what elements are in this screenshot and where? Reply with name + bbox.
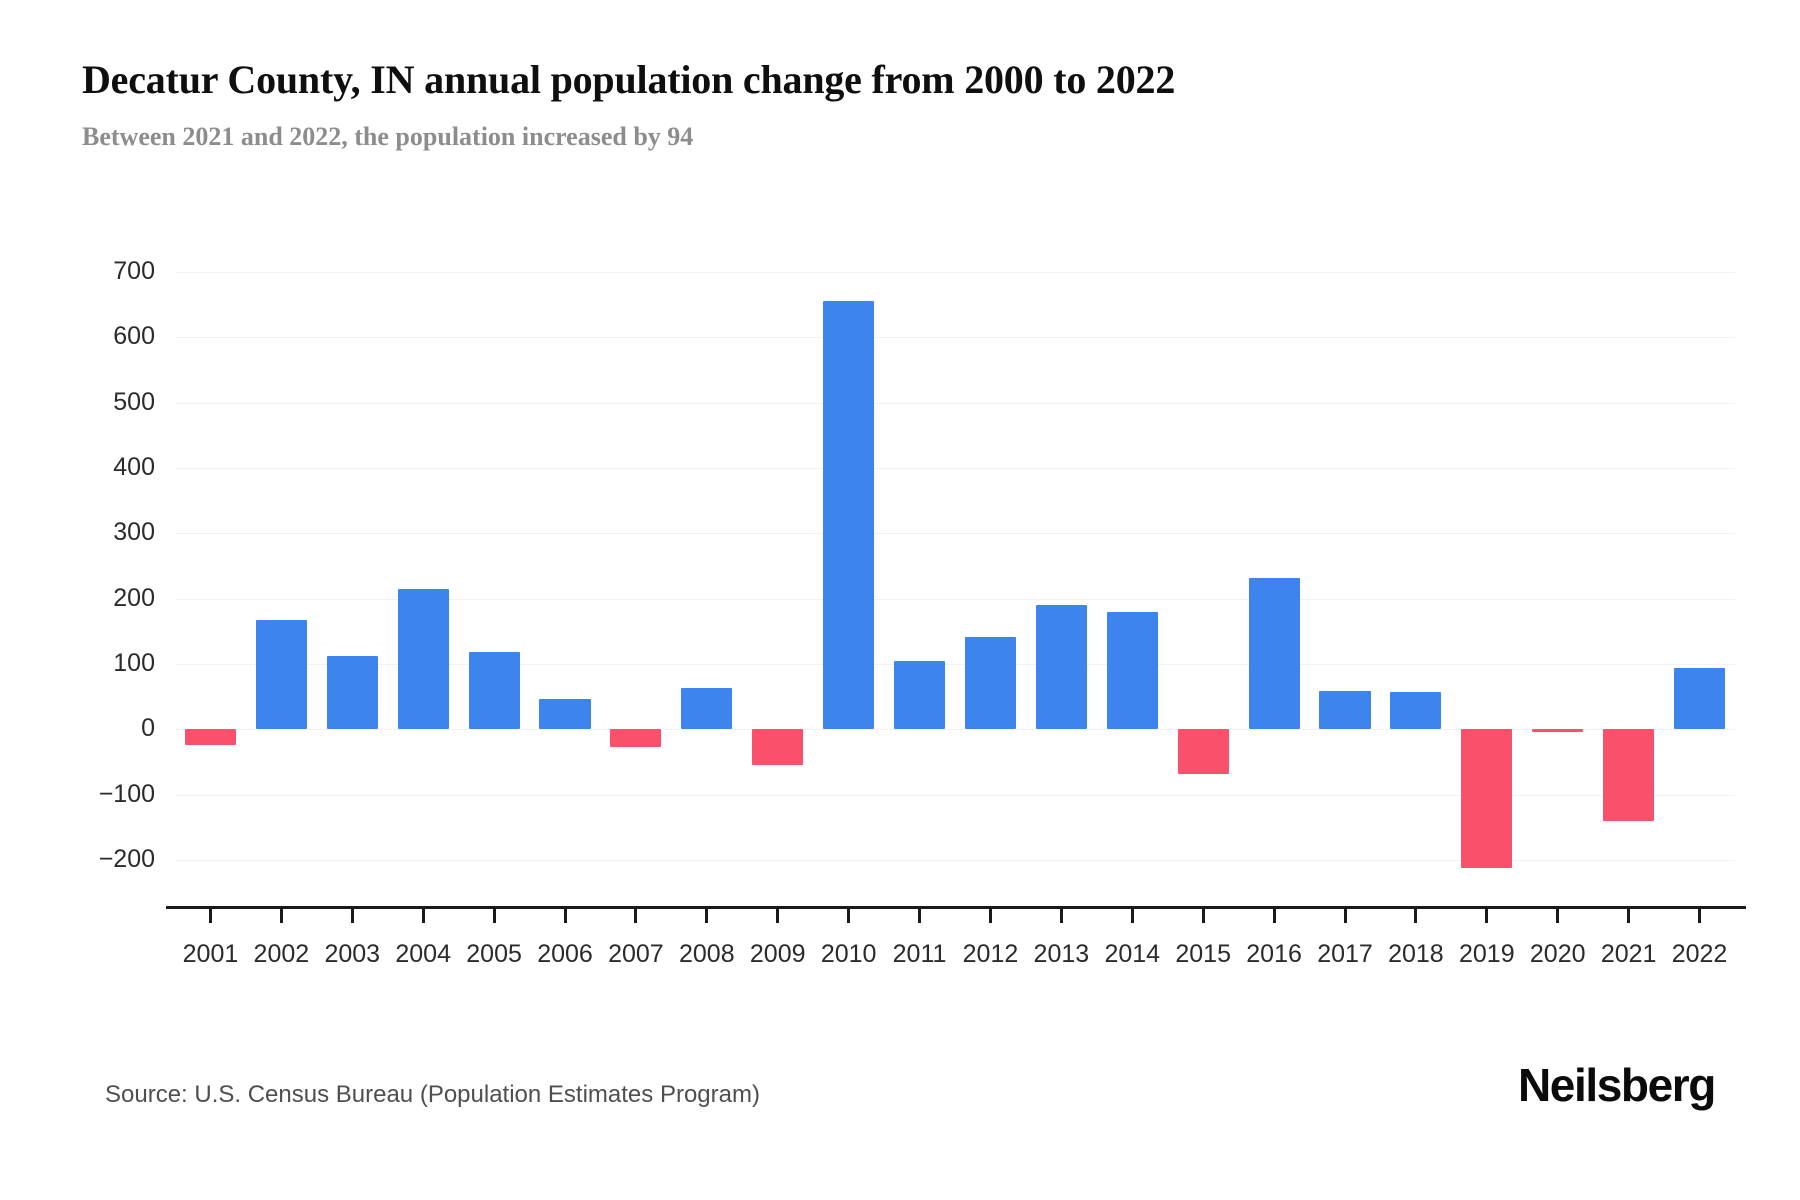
x-axis-tick-label: 2012 [962, 940, 1019, 968]
y-axis-tick-label: 600 [113, 322, 155, 351]
x-axis-tick-label: 2015 [1175, 940, 1231, 968]
x-axis-tick-mark [492, 906, 496, 923]
x-axis-tick-mark [1556, 906, 1560, 923]
x-axis-tick-mark [918, 906, 922, 923]
gridline [175, 860, 1735, 861]
source-note: Source: U.S. Census Bureau (Population E… [105, 1081, 760, 1108]
bar-2009[interactable] [752, 729, 804, 765]
bar-2011[interactable] [894, 660, 946, 730]
gridline [175, 337, 1735, 339]
bar-2017[interactable] [1319, 691, 1371, 730]
bar-2008[interactable] [681, 688, 733, 730]
x-axis-tick-mark [1201, 906, 1205, 923]
x-axis-tick-mark [847, 906, 851, 923]
x-axis-tick-label: 2014 [1104, 940, 1161, 968]
x-axis-tick-mark [1272, 906, 1276, 923]
x-axis-tick-mark [563, 906, 567, 923]
bar-2012[interactable] [964, 637, 1016, 730]
x-axis-tick-label: 2016 [1246, 940, 1302, 968]
bar-2007[interactable] [610, 729, 662, 747]
bars-layer [175, 272, 1735, 900]
x-axis-tick-label: 2005 [466, 940, 522, 968]
x-axis-tick-label: 2009 [749, 940, 806, 968]
x-axis-tick-label: 2003 [324, 940, 381, 968]
gridline [175, 272, 1735, 273]
gridline [175, 533, 1735, 535]
bar-2006[interactable] [539, 699, 591, 730]
x-axis-line [166, 906, 1746, 909]
bar-2004[interactable] [397, 588, 449, 730]
x-axis-tick-label: 2010 [820, 940, 877, 968]
x-axis-tick-label: 2004 [395, 940, 451, 968]
gridline [175, 468, 1735, 469]
gridline [175, 664, 1735, 665]
bar-2005[interactable] [468, 651, 520, 730]
y-axis-tick-label: 100 [113, 649, 155, 677]
x-axis-tick-label: 2021 [1600, 940, 1657, 968]
x-axis-tick-mark [208, 906, 212, 923]
gridline [175, 402, 1735, 404]
x-axis-tick-label: 2022 [1671, 940, 1728, 968]
x-axis-tick-mark [421, 906, 425, 923]
y-axis-tick-label: 500 [113, 387, 155, 416]
x-axis-tick-mark [1485, 906, 1489, 923]
y-axis-tick-label: 400 [113, 453, 155, 481]
x-axis-tick-label: 2019 [1459, 940, 1515, 968]
x-axis-tick-mark [776, 906, 780, 923]
x-axis-tick-mark [1343, 906, 1347, 923]
x-axis-tick-mark [1627, 906, 1631, 923]
bar-2016[interactable] [1248, 578, 1300, 730]
bar-2013[interactable] [1035, 604, 1087, 730]
bar-2021[interactable] [1603, 729, 1655, 821]
x-axis-tick-label: 2008 [679, 940, 735, 968]
gridlines-layer [175, 272, 1735, 900]
bar-2019[interactable] [1461, 729, 1513, 869]
brand-logo: Neilsberg [1517, 1059, 1716, 1111]
bar-2001[interactable] [184, 729, 236, 745]
x-axis-tick-label: 2020 [1529, 940, 1586, 968]
page-title: Decatur County, IN annual population cha… [82, 57, 1176, 102]
x-axis-tick-mark [279, 906, 283, 923]
y-axis-tick-label: 200 [113, 583, 155, 612]
x-axis-tick-mark [1414, 906, 1418, 923]
bar-2002[interactable] [255, 620, 307, 730]
bar-2014[interactable] [1106, 612, 1158, 730]
x-axis-tick-label: 2013 [1033, 940, 1090, 968]
x-axis-tick-label: 2017 [1317, 940, 1373, 968]
y-axis-tick-label: −200 [98, 845, 155, 873]
bar-2003[interactable] [326, 656, 378, 730]
y-axis-tick-label: 700 [113, 257, 155, 285]
bar-2015[interactable] [1177, 729, 1229, 774]
gridline [175, 794, 1735, 796]
page-subtitle: Between 2021 and 2022, the population in… [82, 122, 694, 151]
x-axis-tick-label: 2011 [892, 940, 947, 968]
x-axis-tick-mark [1059, 906, 1063, 923]
x-axis-tick-label: 2007 [608, 940, 664, 968]
x-axis-tick-mark [350, 906, 354, 923]
bar-2022[interactable] [1674, 667, 1726, 730]
bar-2020[interactable] [1532, 729, 1584, 733]
x-axis-tick-mark [634, 906, 638, 923]
bar-2010[interactable] [823, 301, 875, 730]
x-axis-tick-label: 2018 [1388, 940, 1444, 968]
x-axis-tick-mark [1698, 906, 1702, 923]
x-axis-tick-label: 2006 [537, 940, 593, 968]
y-axis-tick-label: 0 [141, 714, 155, 743]
gridline [175, 729, 1735, 731]
x-axis-tick-mark [705, 906, 709, 923]
bar-2018[interactable] [1390, 692, 1442, 730]
x-axis-tick-mark [988, 906, 992, 923]
gridline [175, 598, 1735, 600]
y-axis-tick-label: 300 [113, 518, 155, 547]
x-axis-tick-mark [1130, 906, 1134, 923]
x-axis-tick-label: 2002 [253, 940, 310, 968]
x-axis-tick-label: 2001 [182, 940, 239, 968]
y-axis-tick-label: −100 [98, 779, 155, 808]
